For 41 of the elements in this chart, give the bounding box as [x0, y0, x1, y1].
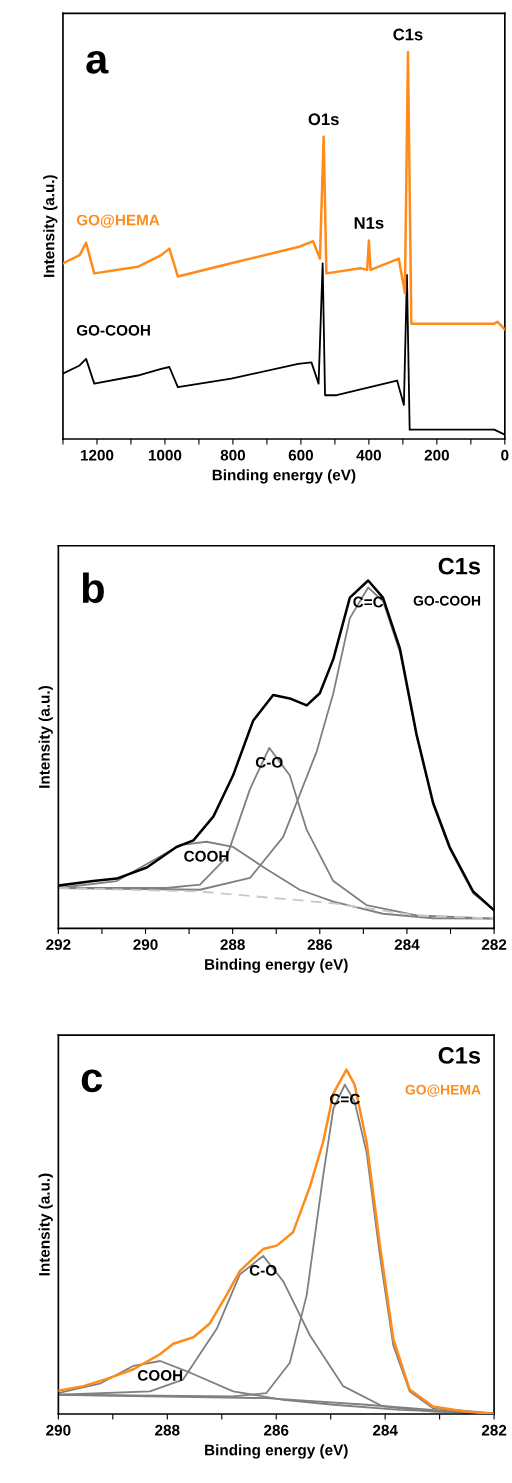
series-label: C-O — [249, 1264, 277, 1276]
x-tick-label: 400 — [356, 449, 381, 461]
annotation: a — [86, 50, 109, 74]
series-label: GO-COOH — [413, 595, 481, 606]
x-tick-label: 286 — [264, 1424, 289, 1436]
x-tick-label: 1200 — [80, 449, 114, 461]
x-tick-label: 284 — [394, 939, 420, 950]
x-axis-title: Binding energy (eV) — [205, 1444, 348, 1459]
y-axis-title: Intensity (a.u.) — [43, 175, 58, 277]
y-axis-title: Intensity (a.u.) — [38, 686, 53, 788]
annotation: c — [81, 1069, 103, 1093]
series-label: C=C — [353, 596, 384, 608]
x-tick-label: 800 — [220, 449, 246, 461]
chart-title: C1s — [438, 557, 481, 575]
x-tick-label: 284 — [372, 1424, 398, 1436]
x-tick-label: 200 — [424, 449, 449, 461]
text: GO@HEMA — [405, 1084, 481, 1097]
x-tick-label: 600 — [288, 449, 314, 461]
x-tick-label: 282 — [481, 939, 507, 950]
x-tick-label: 1000 — [148, 449, 182, 461]
series-label: GO@HEMA — [76, 214, 160, 228]
x-tick-label: 292 — [46, 939, 71, 950]
series-label: COOH — [137, 1370, 183, 1381]
x-tick-label: 282 — [481, 1424, 507, 1436]
series-label: COOH — [184, 850, 229, 862]
x-axis-title: Binding energy (eV) — [205, 958, 348, 973]
x-tick-label: 290 — [133, 939, 158, 950]
x-axis-title: Binding energy (eV) — [212, 469, 356, 484]
x-tick-label: 288 — [220, 939, 245, 950]
annotation: b — [82, 572, 104, 604]
x-tick-label: 0 — [501, 449, 509, 461]
x-tick-label: 290 — [46, 1424, 71, 1436]
series-label: GO-COOH — [76, 324, 150, 336]
x-tick-label: 288 — [155, 1424, 180, 1436]
x-tick-label: 286 — [307, 939, 332, 950]
chart-title: C1s — [438, 1047, 481, 1064]
annotation: C1s — [393, 28, 423, 41]
y-axis-title: Intensity (a.u.) — [38, 1173, 53, 1276]
annotation: O1s — [308, 113, 339, 126]
series-label: C-O — [255, 756, 283, 768]
annotation: N1s — [354, 217, 384, 229]
